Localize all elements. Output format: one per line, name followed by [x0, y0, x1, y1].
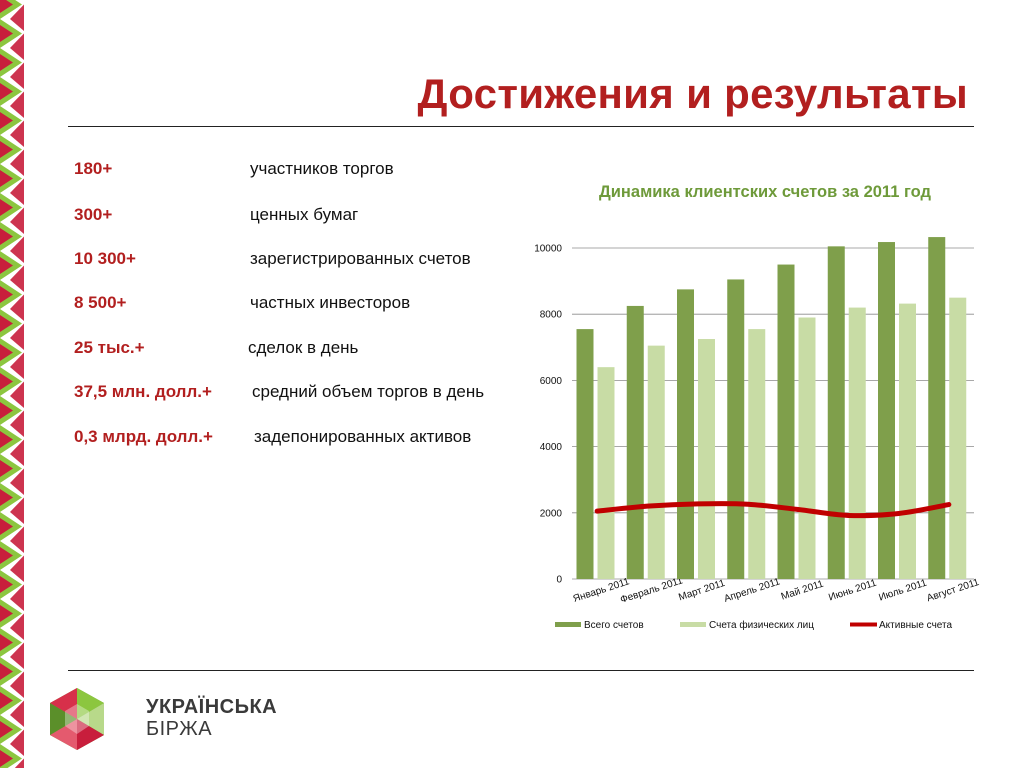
bar-total — [626, 305, 644, 579]
stat-value: 0,3 млрд. долл.+ — [74, 427, 213, 446]
x-tick-label: Июнь 2011 — [827, 578, 878, 604]
bar-total — [878, 242, 895, 579]
y-tick-label: 2000 — [540, 508, 563, 519]
y-tick-label: 6000 — [540, 376, 563, 387]
bar-individual — [848, 307, 866, 579]
x-tick-label: Июль 2011 — [877, 578, 928, 604]
logo-text-line1: УКРАЇНСЬКА — [146, 696, 278, 718]
bar-total — [777, 264, 795, 579]
bar-individual — [949, 297, 967, 579]
exchange-logo: УКРАЇНСЬКА БІРЖА — [42, 684, 277, 754]
chart-title: Динамика клиентских счетов за 2011 год — [599, 183, 931, 201]
bar-individual — [899, 303, 916, 579]
x-tick-label: Май 2011 — [780, 578, 826, 602]
y-tick-label: 8000 — [540, 310, 563, 321]
stat-value: 180+ — [74, 159, 113, 178]
decorative-border — [0, 0, 24, 768]
page-title: Достижения и результаты — [417, 70, 968, 117]
x-tick-label: Март 2011 — [677, 578, 727, 603]
x-tick-label: Апрель 2011 — [723, 576, 782, 605]
legend-swatch — [555, 622, 581, 627]
y-tick-label: 4000 — [540, 442, 563, 453]
legend-label: Счета физических лиц — [709, 619, 814, 631]
stat-label: сделок в день — [248, 338, 359, 357]
bar-total — [677, 289, 694, 579]
stat-label: средний объем торгов в день — [252, 382, 485, 401]
bar-individual — [698, 339, 715, 579]
stat-label: задепонированных активов — [254, 427, 472, 446]
stat-label: частных инвесторов — [250, 293, 411, 312]
legend-swatch — [680, 622, 706, 627]
bar-individual — [748, 329, 766, 579]
stat-value: 300+ — [74, 205, 113, 224]
y-tick-label: 0 — [556, 575, 562, 586]
stat-value: 37,5 млн. долл.+ — [74, 382, 212, 401]
bottom-divider — [68, 670, 974, 671]
bar-individual — [798, 317, 816, 579]
hexagon-logo-icon — [50, 688, 104, 750]
bar-total — [576, 329, 594, 579]
bar-individual — [647, 345, 665, 579]
x-tick-label: Август 2011 — [926, 577, 982, 604]
legend-label: Активные счета — [879, 620, 952, 631]
stat-value: 8 500+ — [74, 293, 127, 312]
stat-value: 25 тыс.+ — [74, 338, 145, 357]
x-tick-label: Февраль 2011 — [619, 575, 685, 606]
bar-individual — [597, 367, 615, 579]
stat-value: 10 300+ — [74, 249, 136, 268]
bar-total — [727, 279, 745, 579]
legend-label: Всего счетов — [584, 620, 644, 631]
bar-total — [827, 246, 845, 579]
bar-total — [928, 237, 946, 579]
stat-label: зарегистрированных счетов — [250, 249, 471, 268]
stat-label: ценных бумаг — [250, 205, 359, 224]
y-tick-label: 10000 — [534, 244, 562, 255]
logo-text-line2: БІРЖА — [146, 718, 213, 740]
line-active-accounts — [594, 501, 952, 519]
top-divider — [68, 126, 974, 127]
stat-label: участников торгов — [250, 159, 394, 178]
